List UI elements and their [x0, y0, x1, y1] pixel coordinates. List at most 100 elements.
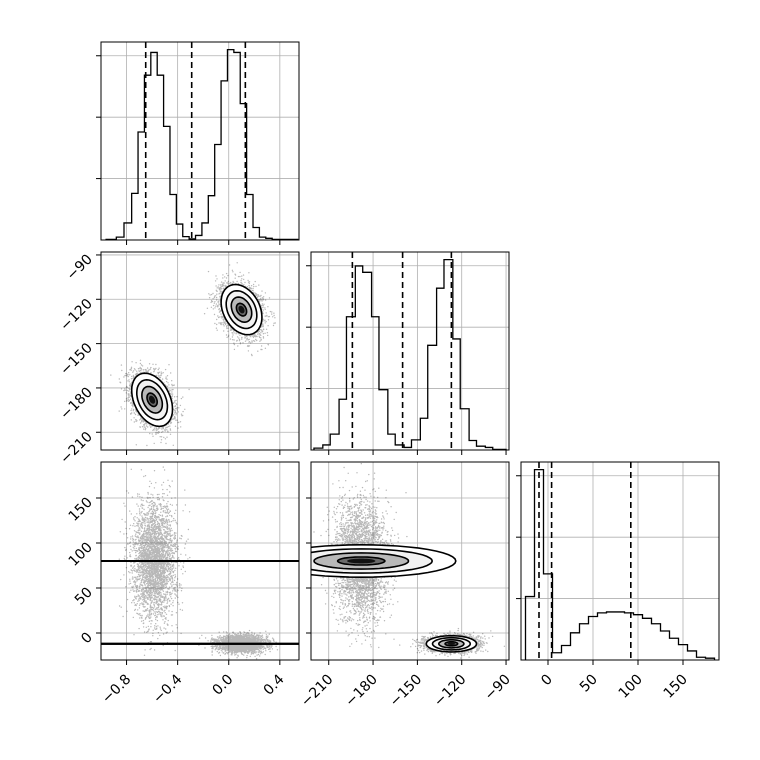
- sample-point: [141, 426, 144, 428]
- sample-point: [175, 419, 177, 421]
- sample-point: [218, 311, 221, 313]
- sample-point: [229, 329, 232, 331]
- panel-background: [101, 252, 299, 450]
- sample-point: [173, 418, 175, 420]
- sample-point: [248, 281, 251, 283]
- sample-point: [153, 367, 155, 370]
- sample-point: [156, 429, 158, 432]
- sample-point: [248, 286, 251, 289]
- sample-point: [146, 444, 148, 447]
- sample-point: [220, 287, 222, 290]
- histogram-bar: [643, 618, 652, 660]
- histogram-bar: [124, 223, 132, 240]
- sample-point: [132, 377, 134, 380]
- sample-point: [258, 299, 260, 301]
- sample-point: [153, 371, 155, 373]
- sample-point: [249, 286, 251, 289]
- sample-point: [126, 375, 128, 377]
- sample-point: [224, 323, 227, 326]
- sample-point: [215, 303, 218, 305]
- sample-point: [158, 430, 160, 433]
- sample-point: [261, 297, 264, 299]
- sample-point: [138, 370, 140, 372]
- sample-point: [139, 426, 141, 428]
- sample-point: [249, 342, 252, 344]
- sample-point: [169, 428, 171, 430]
- histogram-bar: [388, 434, 395, 450]
- sample-point: [213, 296, 216, 299]
- sample-point: [209, 294, 211, 296]
- sample-point: [157, 368, 159, 371]
- sample-point: [216, 318, 218, 321]
- sample-point: [256, 296, 259, 299]
- sample-point: [157, 373, 159, 375]
- sample-point: [127, 393, 129, 395]
- sample-point: [220, 309, 222, 312]
- sample-point: [145, 427, 147, 430]
- sample-point: [139, 422, 142, 424]
- sample-point: [139, 367, 141, 370]
- sample-point: [176, 409, 178, 411]
- sample-point: [153, 368, 155, 371]
- sample-point: [128, 390, 130, 392]
- sample-point: [173, 416, 176, 419]
- sample-point: [141, 419, 143, 422]
- sample-point: [162, 426, 164, 429]
- sample-point: [230, 329, 233, 331]
- sample-point: [219, 296, 221, 298]
- sample-point: [135, 411, 138, 413]
- histogram-bar: [330, 434, 339, 450]
- sample-point: [176, 419, 178, 421]
- sample-point: [165, 442, 167, 445]
- sample-point: [130, 378, 133, 380]
- sample-point: [127, 400, 130, 402]
- sample-point: [132, 376, 135, 378]
- sample-point: [217, 301, 220, 303]
- sample-point: [249, 288, 252, 290]
- sample-point: [247, 350, 250, 352]
- sample-point: [188, 388, 190, 391]
- sample-point: [135, 362, 137, 364]
- sample-point: [128, 396, 130, 398]
- sample-point: [260, 339, 262, 341]
- sample-point: [145, 422, 147, 425]
- sample-point: [232, 334, 234, 336]
- sample-point: [150, 426, 152, 428]
- histogram-bar: [428, 345, 437, 450]
- sample-point: [139, 419, 141, 421]
- sample-point: [157, 375, 160, 377]
- sample-point: [239, 271, 241, 274]
- sample-point: [249, 335, 251, 337]
- histogram-bar: [652, 624, 661, 660]
- sample-point: [150, 426, 152, 428]
- sample-point: [135, 420, 137, 423]
- histogram-bar: [151, 52, 157, 240]
- sample-point: [124, 374, 126, 377]
- sample-point: [127, 397, 129, 399]
- sample-point: [215, 327, 218, 329]
- sample-point: [140, 417, 142, 419]
- sample-point: [208, 297, 211, 299]
- sample-point: [222, 277, 224, 279]
- sample-point: [223, 287, 225, 289]
- sample-point: [234, 273, 236, 275]
- sample-point: [261, 300, 263, 302]
- sample-point: [161, 378, 164, 380]
- sample-point: [126, 399, 128, 402]
- sample-point: [237, 345, 239, 347]
- sample-point: [142, 419, 145, 422]
- sample-point: [167, 425, 169, 428]
- sample-point: [158, 431, 160, 434]
- sample-point: [132, 408, 135, 411]
- sample-point: [233, 332, 235, 334]
- sample-point: [165, 380, 168, 383]
- sample-point: [147, 370, 149, 373]
- sample-point: [172, 388, 174, 391]
- sample-point: [175, 407, 178, 410]
- sample-point: [241, 282, 243, 285]
- sample-point: [129, 395, 132, 397]
- sample-point: [264, 307, 266, 309]
- sample-point: [224, 284, 226, 287]
- sample-point: [175, 399, 177, 402]
- histogram-bar: [460, 409, 469, 450]
